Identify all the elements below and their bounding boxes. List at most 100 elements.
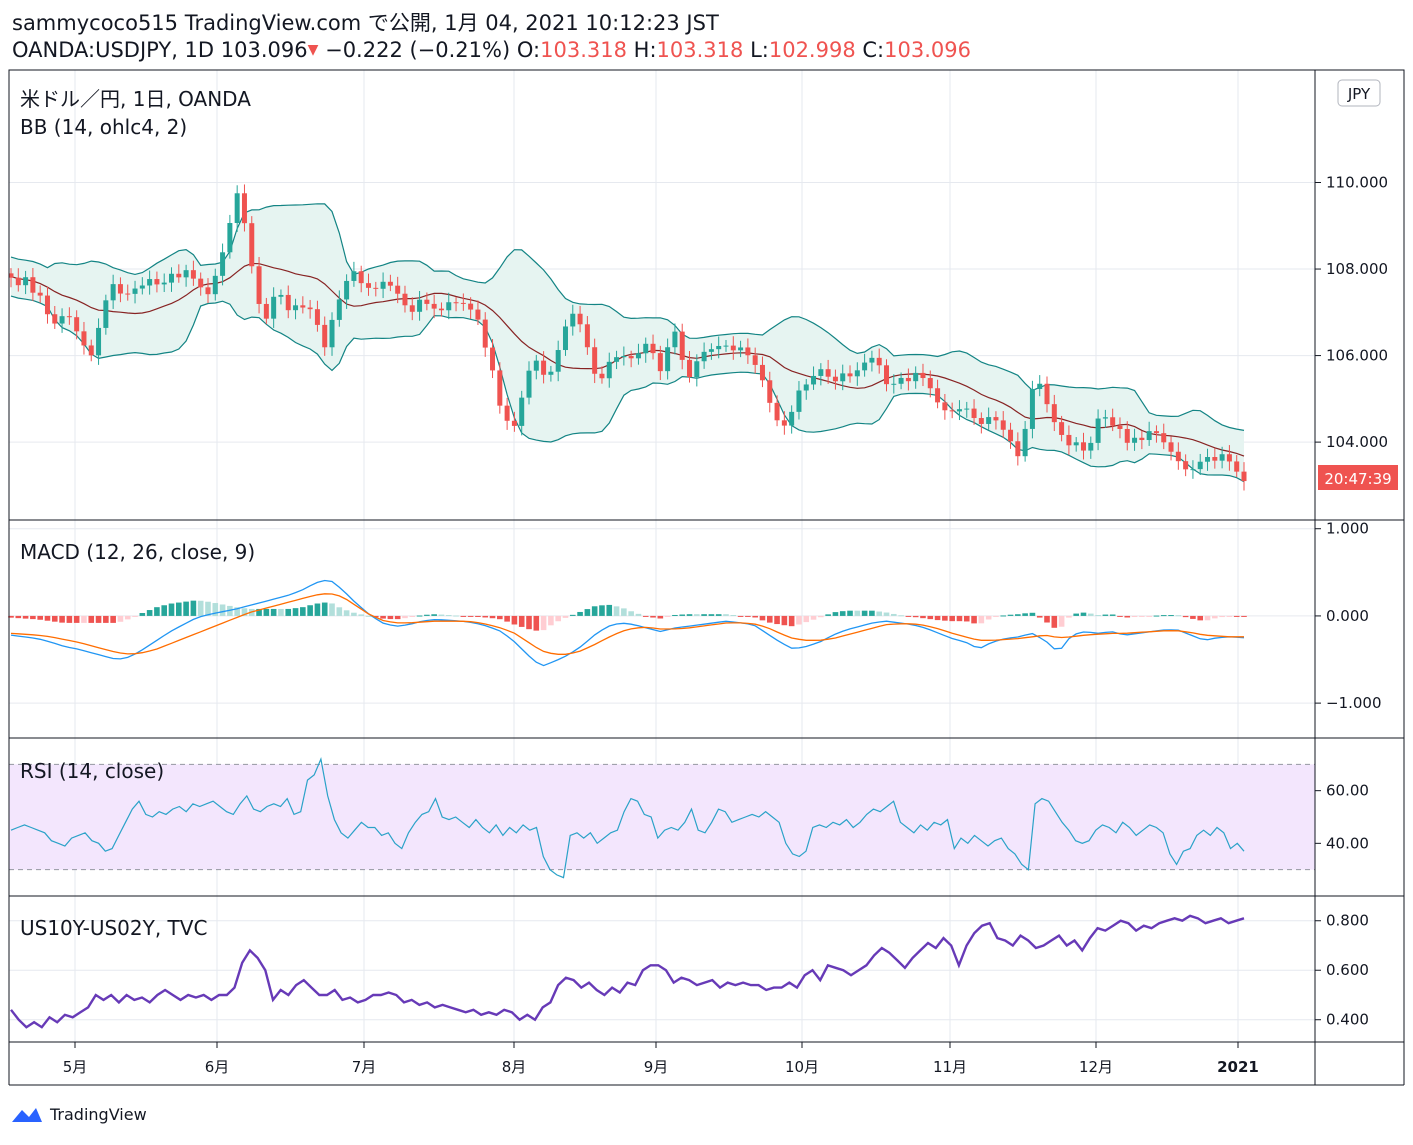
candle[interactable] <box>796 381 802 420</box>
candle[interactable] <box>635 343 641 365</box>
candle[interactable] <box>1102 409 1108 428</box>
candle[interactable] <box>271 287 277 328</box>
candle[interactable] <box>964 401 970 418</box>
candle[interactable] <box>256 256 262 314</box>
candle[interactable] <box>745 338 751 364</box>
candle[interactable] <box>913 366 919 389</box>
candle[interactable] <box>307 299 313 319</box>
candle[interactable] <box>752 347 758 374</box>
symbol-name[interactable]: OANDA:USDJPY, 1D <box>12 38 215 62</box>
candle[interactable] <box>117 277 123 303</box>
candle[interactable] <box>708 343 714 360</box>
candle[interactable] <box>1205 448 1211 471</box>
candle[interactable] <box>832 369 838 390</box>
candle[interactable] <box>679 323 685 370</box>
candle[interactable] <box>263 297 269 325</box>
candle[interactable] <box>132 280 138 304</box>
candle[interactable] <box>336 290 342 327</box>
candle[interactable] <box>730 336 736 360</box>
candle[interactable] <box>767 371 773 413</box>
candle[interactable] <box>395 276 401 304</box>
candle[interactable] <box>490 339 496 379</box>
candle[interactable] <box>1110 408 1116 432</box>
candle[interactable] <box>818 363 824 386</box>
candle[interactable] <box>1000 411 1006 438</box>
candle[interactable] <box>606 352 612 388</box>
candle[interactable] <box>125 284 131 301</box>
candle[interactable] <box>88 339 94 362</box>
candle[interactable] <box>169 267 175 292</box>
candle[interactable] <box>227 214 233 259</box>
candle[interactable] <box>577 305 583 333</box>
candle[interactable] <box>526 361 532 405</box>
candle[interactable] <box>96 318 102 365</box>
candle[interactable] <box>424 292 430 311</box>
candle[interactable] <box>438 302 444 317</box>
candle[interactable] <box>1059 415 1065 442</box>
candle[interactable] <box>285 285 291 319</box>
candle[interactable] <box>497 362 503 414</box>
candle[interactable] <box>1139 430 1145 450</box>
candle[interactable] <box>1044 376 1050 413</box>
candle[interactable] <box>81 321 87 355</box>
candle[interactable] <box>15 268 21 292</box>
footer-brand[interactable]: TradingView <box>10 1104 147 1124</box>
candle[interactable] <box>657 345 663 381</box>
candle[interactable] <box>23 270 29 295</box>
candle[interactable] <box>44 286 50 324</box>
candle[interactable] <box>956 400 962 421</box>
candle[interactable] <box>8 268 14 288</box>
candle[interactable] <box>278 289 284 305</box>
candle[interactable] <box>1183 454 1189 477</box>
candle[interactable] <box>570 304 576 336</box>
candle[interactable] <box>74 310 80 340</box>
candle[interactable] <box>672 323 678 355</box>
candle[interactable] <box>1124 421 1130 451</box>
rsi-pane[interactable] <box>9 757 1315 879</box>
candle[interactable] <box>37 285 43 303</box>
candle[interactable] <box>1175 442 1181 470</box>
candle[interactable] <box>293 298 299 320</box>
candle[interactable] <box>1190 460 1196 479</box>
candle[interactable] <box>475 300 481 325</box>
candle[interactable] <box>322 316 328 356</box>
candle[interactable] <box>884 359 890 392</box>
candle[interactable] <box>198 272 204 296</box>
candle[interactable] <box>402 285 408 313</box>
macd-pane[interactable] <box>8 579 1247 667</box>
candle[interactable] <box>1226 445 1232 471</box>
candle[interactable] <box>314 300 320 332</box>
candle[interactable] <box>1073 437 1079 452</box>
candle[interactable] <box>1022 421 1028 462</box>
candle[interactable] <box>387 274 393 292</box>
candle[interactable] <box>986 407 992 430</box>
candle[interactable] <box>548 365 554 382</box>
candle[interactable] <box>365 273 371 296</box>
candle[interactable] <box>533 354 539 380</box>
candle[interactable] <box>1088 436 1094 459</box>
candle[interactable] <box>468 297 474 319</box>
candle[interactable] <box>621 346 627 366</box>
candle[interactable] <box>701 342 707 369</box>
candle[interactable] <box>511 411 517 432</box>
candle[interactable] <box>380 272 386 299</box>
candle[interactable] <box>1212 448 1218 469</box>
candle[interactable] <box>30 268 36 302</box>
candle[interactable] <box>643 337 649 363</box>
candle[interactable] <box>1161 423 1167 450</box>
candle[interactable] <box>212 268 218 301</box>
candle[interactable] <box>519 390 525 436</box>
currency-badge[interactable]: JPY <box>1337 79 1381 107</box>
candle[interactable] <box>220 243 226 286</box>
candle[interactable] <box>190 260 196 286</box>
candle[interactable] <box>1008 422 1014 449</box>
candle[interactable] <box>840 364 846 391</box>
candle[interactable] <box>147 270 153 295</box>
price-pane[interactable] <box>8 184 1247 491</box>
candle[interactable] <box>409 297 415 321</box>
candle[interactable] <box>942 393 948 420</box>
candle[interactable] <box>66 307 72 325</box>
candle[interactable] <box>1066 425 1072 455</box>
candle[interactable] <box>103 294 109 335</box>
candle[interactable] <box>592 338 598 384</box>
